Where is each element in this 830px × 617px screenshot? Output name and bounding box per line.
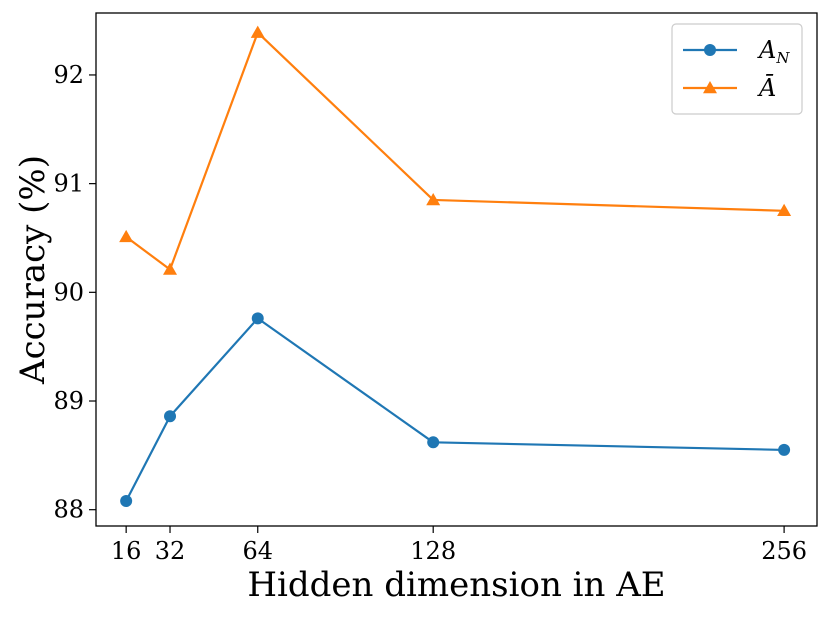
y-tick-label: 89 (53, 387, 84, 415)
y-tick-label: 90 (53, 278, 84, 306)
data-point (119, 229, 134, 243)
data-point (426, 192, 441, 206)
y-axis: 88 89 90 91 92 (53, 61, 96, 524)
x-tick-label: 16 (111, 537, 142, 565)
legend-label-main: A (757, 36, 776, 64)
data-point (427, 436, 440, 449)
data-point (164, 410, 177, 423)
series-line-0 (125, 317, 785, 502)
data-point (120, 495, 133, 508)
legend-label-subscript: N (775, 49, 790, 67)
x-tick-label: 32 (155, 537, 186, 565)
y-tick-label: 91 (53, 170, 84, 198)
axes-frame (95, 12, 818, 527)
x-tick-label: 256 (761, 537, 807, 565)
x-tick-label: 64 (242, 537, 273, 565)
data-point (163, 262, 178, 275)
x-tick-label: 128 (410, 537, 456, 565)
x-axis: 16 32 64 128 256 (111, 526, 807, 565)
y-axis-title: Accuracy (%) (13, 155, 53, 385)
y-tick-label: 88 (53, 496, 84, 524)
legend-label: Ā (757, 74, 776, 102)
data-point (250, 25, 265, 38)
legend-marker (703, 81, 717, 94)
data-point (778, 443, 791, 456)
plot-area (119, 25, 792, 508)
legend-box (671, 23, 803, 115)
legend-marker (704, 44, 716, 56)
data-point (251, 312, 264, 325)
x-axis-title: Hidden dimension in AE (247, 565, 665, 605)
legend-label: AN (757, 36, 790, 67)
data-point (777, 203, 792, 217)
y-tick-label: 92 (53, 61, 84, 89)
legend: ANĀ (671, 23, 803, 115)
legend-label-main: Ā (757, 74, 776, 102)
